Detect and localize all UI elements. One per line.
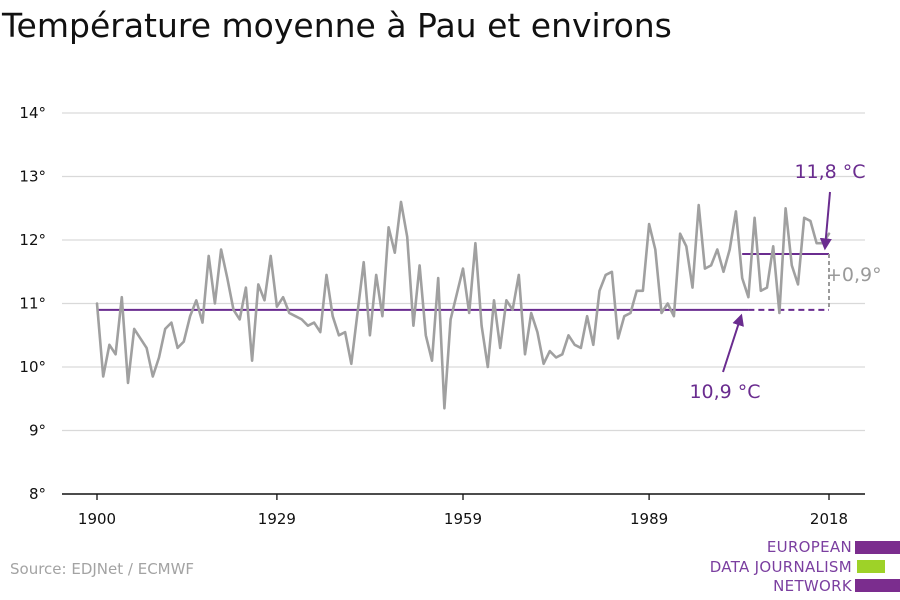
annotation-baseline-average: 10,9 °C bbox=[689, 381, 760, 403]
logo-text: EUROPEAN DATA JOURNALISM NETWORK bbox=[710, 538, 852, 597]
x-tick-label: 2018 bbox=[810, 510, 848, 528]
logo-line-1: EUROPEAN bbox=[766, 538, 852, 556]
x-tick-label: 1929 bbox=[258, 510, 296, 528]
edjnet-logo[interactable]: EUROPEAN DATA JOURNALISM NETWORK bbox=[700, 538, 900, 596]
logo-bar-green bbox=[857, 560, 885, 573]
y-tick-label: 11° bbox=[19, 295, 46, 313]
logo-bar-purple-bottom bbox=[855, 579, 900, 592]
x-tick-label: 1989 bbox=[630, 510, 668, 528]
y-tick-label: 8° bbox=[29, 485, 46, 503]
x-axis-ticks: 1900 1929 1959 1989 2018 bbox=[62, 493, 865, 528]
annotation-recent-average: 11,8 °C bbox=[794, 161, 865, 183]
temperature-series-line bbox=[95, 200, 831, 410]
annotation-arrow-recent bbox=[819, 191, 832, 251]
source-note: Source: EDJNet / ECMWF bbox=[10, 560, 195, 578]
x-tick-label: 1959 bbox=[444, 510, 482, 528]
logo-line-2: DATA JOURNALISM bbox=[709, 557, 852, 576]
x-tick-label: 1900 bbox=[78, 510, 116, 528]
annotation-arrow-baseline bbox=[722, 313, 744, 373]
annotation-difference: +0,9° bbox=[826, 264, 882, 286]
y-tick-label: 10° bbox=[19, 358, 46, 376]
logo-line-3: NETWORK bbox=[773, 577, 852, 595]
y-axis-ticks: 8° 9° 10° 11° 12° 13° 14° bbox=[19, 104, 46, 503]
y-tick-label: 14° bbox=[19, 104, 46, 122]
y-tick-label: 13° bbox=[19, 168, 46, 186]
series-layer bbox=[95, 200, 831, 410]
chart-title: Température moyenne à Pau et environs bbox=[2, 6, 672, 45]
y-tick-label: 9° bbox=[29, 422, 46, 440]
logo-bar-purple-top bbox=[855, 541, 900, 554]
y-tick-label: 12° bbox=[19, 231, 46, 249]
annotations: 11,8 °C 10,9 °C +0,9° bbox=[689, 161, 881, 403]
